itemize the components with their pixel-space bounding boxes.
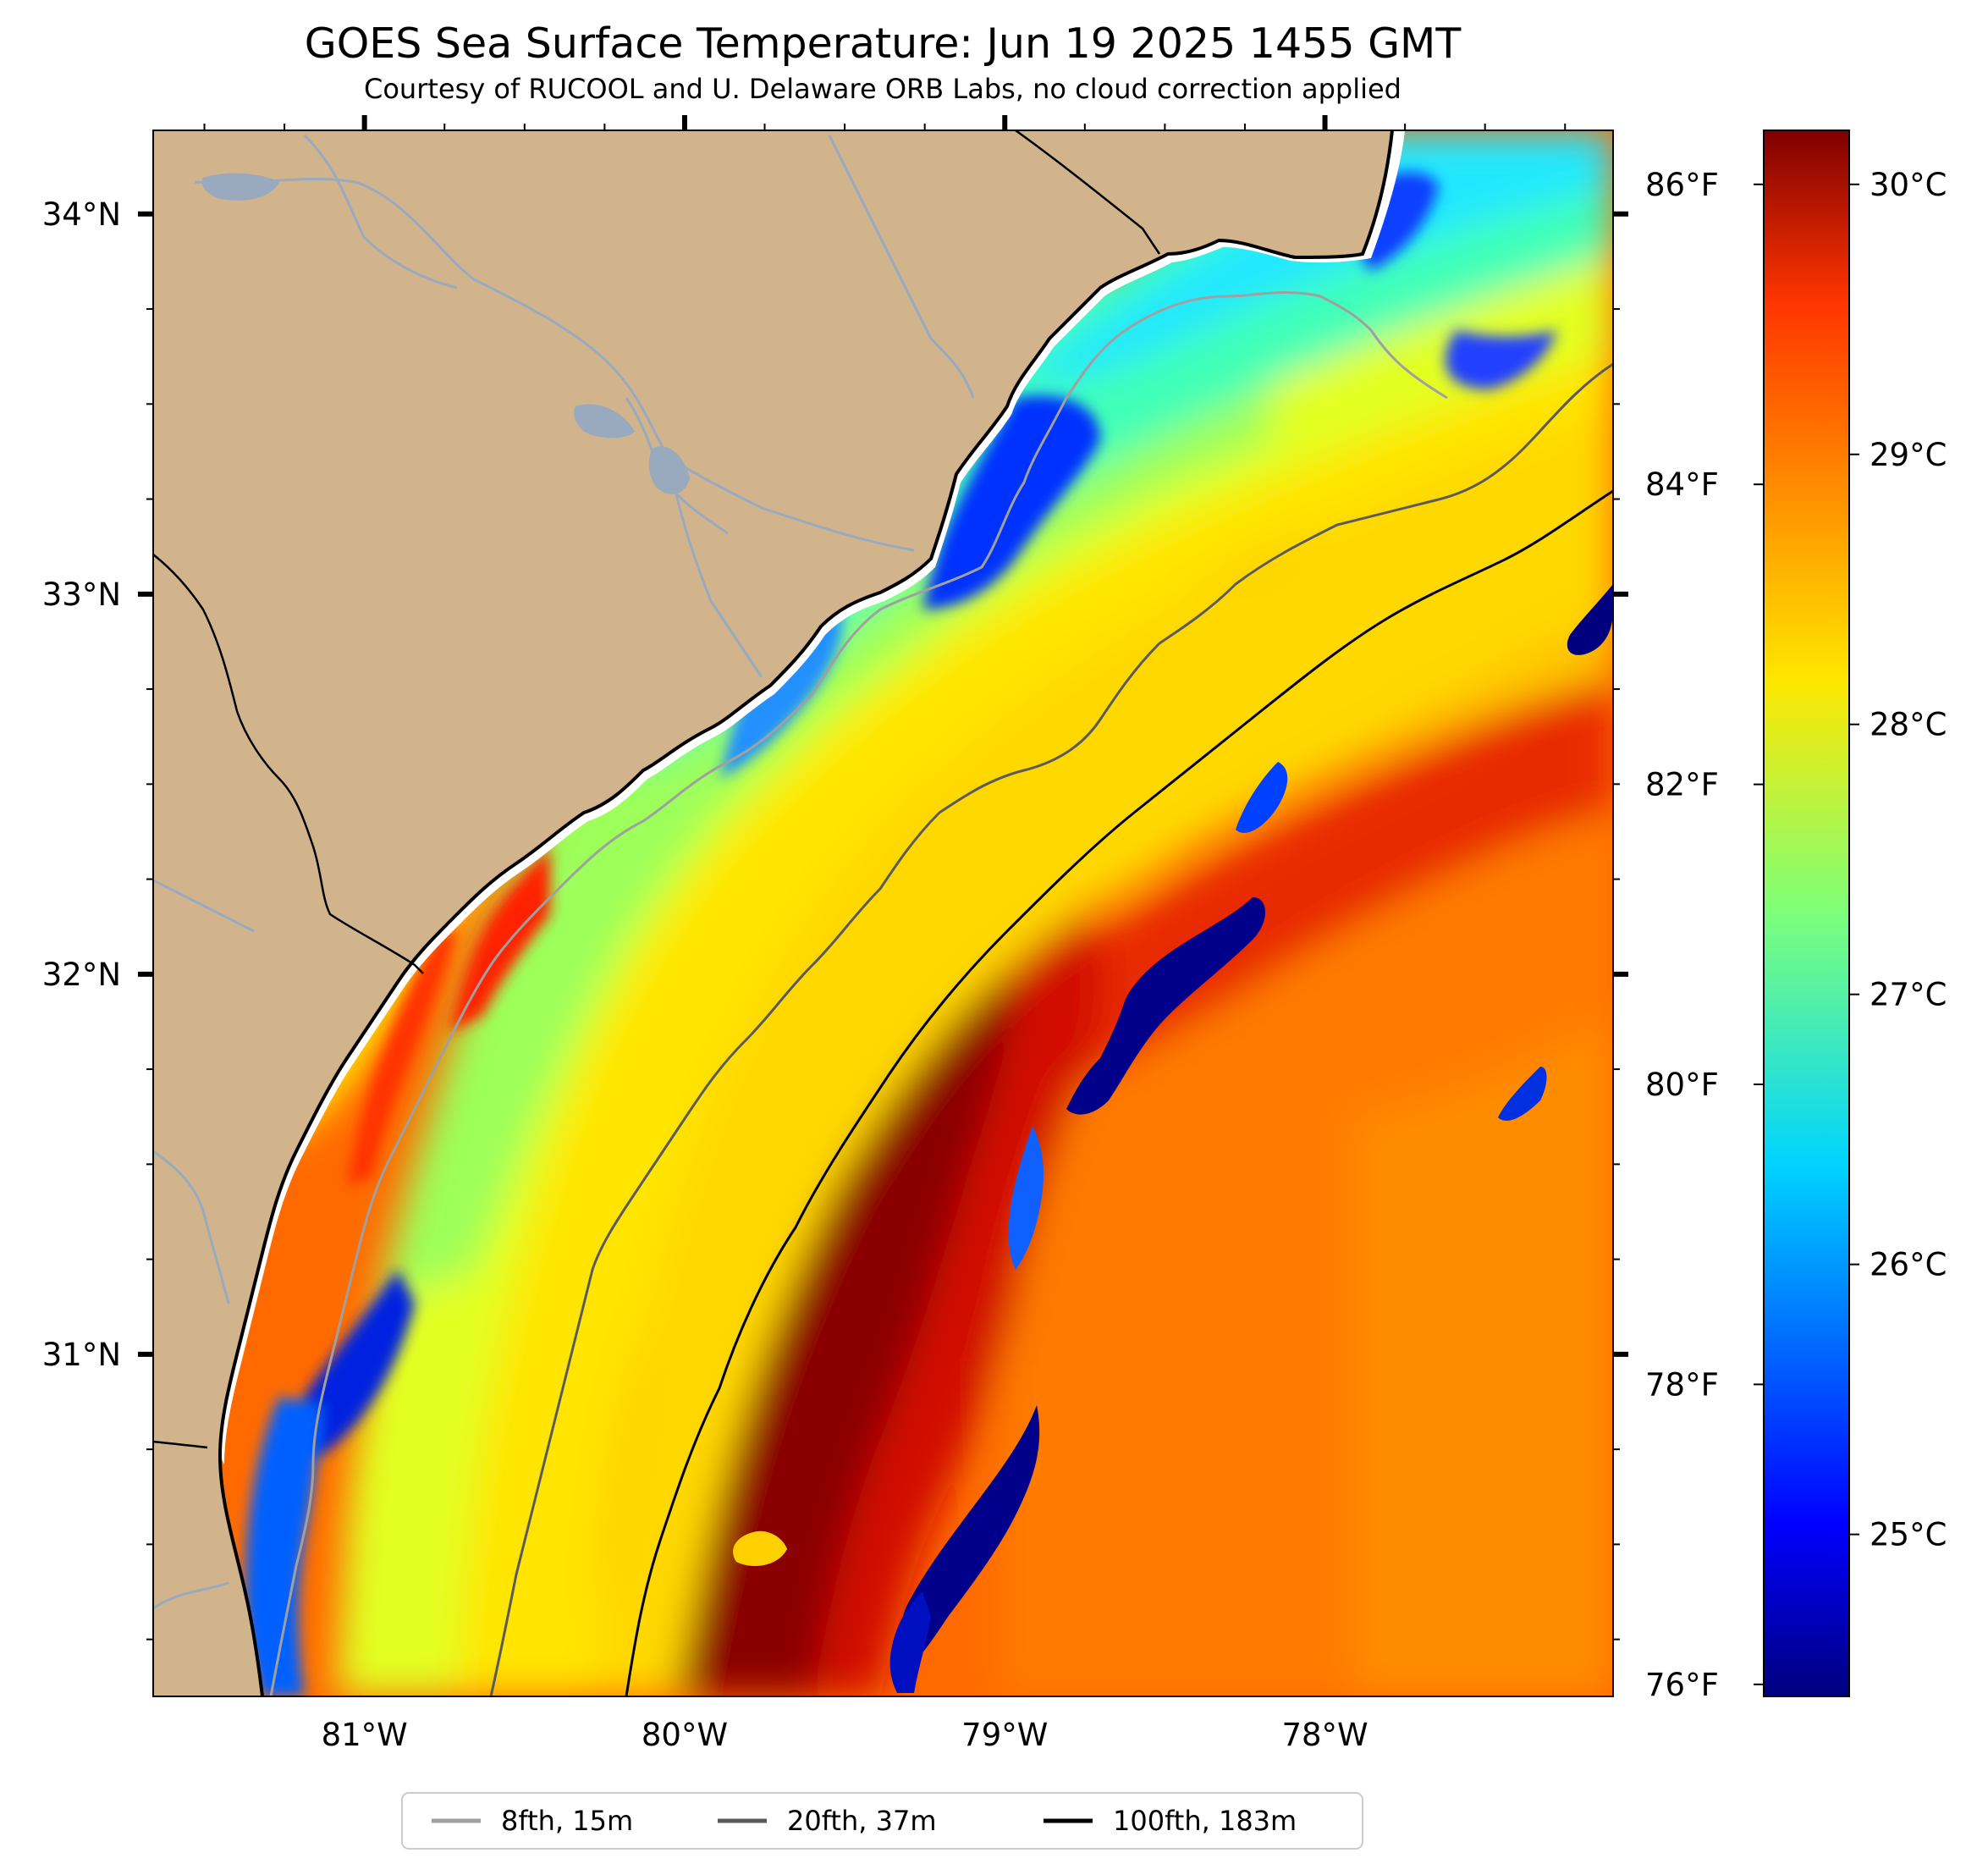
isobath-legend: 8fth, 15m 20fth, 37m 100fth, 183m: [401, 1792, 1363, 1850]
rivers: [153, 134, 975, 1610]
celsius-tick-label: 28°C: [1870, 707, 1947, 743]
river-7: [153, 1581, 229, 1610]
celsius-tick-label: 26°C: [1870, 1247, 1947, 1283]
fahrenheit-tick-label: 80°F: [1645, 1067, 1719, 1103]
lat-tick-label: 34°N: [42, 196, 121, 233]
lon-tick-label: 79°W: [961, 1717, 1048, 1753]
river-6: [153, 1150, 230, 1304]
celsius-tick-label: 27°C: [1870, 977, 1947, 1013]
lon-tick-label: 78°W: [1281, 1717, 1368, 1753]
lake-1: [201, 173, 279, 201]
state-border-nc-sc: [1015, 130, 1161, 255]
celsius-tick-label: 30°C: [1870, 167, 1947, 203]
nearshore-cold-water: [245, 172, 1557, 1696]
colorbar-frame: [1763, 130, 1850, 1697]
legend-label: 20fth, 37m: [787, 1805, 936, 1837]
river-8: [153, 879, 255, 933]
fahrenheit-tick-label: 82°F: [1645, 767, 1719, 803]
land-mass: [153, 130, 1392, 1696]
legend-box: [401, 1792, 1363, 1850]
map-axes: 81°W 80°W 79°W 78°W 34°N 33°N 32°N 31°N: [42, 115, 1628, 1753]
isobath-20fth: [489, 362, 1613, 1696]
lake-2: [574, 404, 635, 438]
isobath-8fth: [269, 291, 1448, 1696]
figure-subtitle: Courtesy of RUCOOL and U. Delaware ORB L…: [364, 73, 1402, 105]
lon-tick-label: 81°W: [322, 1717, 408, 1753]
celsius-tick-label: 25°C: [1870, 1517, 1947, 1553]
legend-label: 8fth, 15m: [501, 1805, 633, 1837]
coastline: [218, 130, 1394, 1696]
map-panel: [153, 130, 1613, 1696]
river-3: [667, 456, 763, 678]
map-frame: [152, 130, 1614, 1697]
lake-3: [648, 446, 690, 494]
state-border-ga-fl: [153, 1440, 208, 1449]
isobath-100fth: [625, 489, 1613, 1696]
fahrenheit-tick-label: 86°F: [1645, 167, 1719, 203]
lakes: [201, 173, 690, 494]
fahrenheit-tick-label: 76°F: [1645, 1667, 1719, 1703]
fahrenheit-tick-label: 78°F: [1645, 1366, 1719, 1403]
lat-tick-label: 32°N: [42, 957, 121, 993]
river-1: [194, 178, 915, 552]
figure-title: GOES Sea Surface Temperature: Jun 19 202…: [305, 19, 1462, 68]
river-5: [828, 135, 975, 399]
legend-label: 100fth, 183m: [1113, 1805, 1297, 1837]
cold-filaments: [733, 584, 1613, 1693]
colorbar-gradient: [1764, 130, 1849, 1696]
fahrenheit-tick-label: 84°F: [1645, 466, 1719, 503]
lat-tick-label: 33°N: [42, 576, 121, 613]
lat-tick-label: 31°N: [42, 1337, 121, 1373]
colorbar: 25°C 26°C 27°C 28°C 29°C 30°C 76°F 78°F 80°F 82°F…: [1645, 130, 1947, 1703]
lon-tick-label: 80°W: [642, 1717, 728, 1753]
sst-field: [245, 130, 1613, 1696]
celsius-tick-label: 29°C: [1870, 437, 1947, 473]
state-border-sc-ga: [153, 554, 424, 974]
river-2: [303, 134, 458, 290]
